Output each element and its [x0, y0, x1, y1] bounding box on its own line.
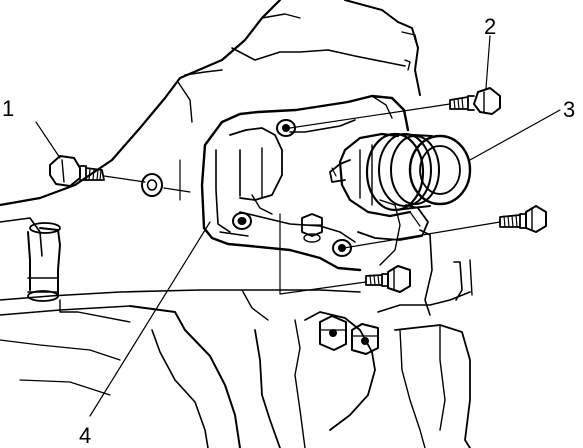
bolt-bottom: [365, 265, 411, 293]
callout-3: 3: [563, 97, 576, 122]
callout-4: 4: [79, 423, 92, 448]
transmission-housing: [0, 0, 473, 448]
bracket-holes: [232, 119, 352, 257]
washer: [141, 173, 163, 197]
leader-lines: [35, 35, 561, 417]
callout-1: 1: [2, 96, 15, 121]
harness-connector: [27, 222, 61, 302]
bolt-right: [499, 205, 547, 233]
callout-2: 2: [484, 14, 497, 39]
lower-nuts: [319, 315, 379, 355]
mount-insulator: [329, 132, 472, 241]
bolt-2: [449, 87, 501, 115]
mount-bracket: [200, 94, 410, 272]
bolt-1: [49, 155, 105, 187]
